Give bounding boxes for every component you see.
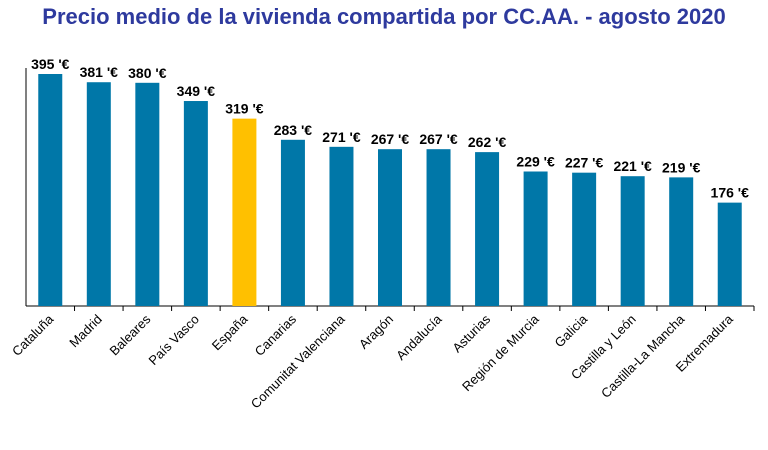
bar — [38, 74, 63, 306]
category-label: País Vasco — [146, 312, 202, 368]
bar — [572, 172, 597, 306]
data-label: 395 '€ — [31, 56, 70, 72]
category-label: España — [209, 311, 251, 353]
bar — [717, 202, 742, 306]
data-label: 262 '€ — [468, 134, 507, 150]
data-label: 227 '€ — [565, 155, 604, 171]
category-label: Castilla-La Mancha — [598, 311, 688, 401]
data-label: 267 '€ — [419, 131, 458, 147]
data-label: 229 '€ — [516, 153, 555, 169]
category-label: Cataluña — [9, 311, 57, 359]
data-label: 271 '€ — [322, 129, 361, 145]
bar — [183, 101, 208, 306]
data-label: 221 '€ — [613, 158, 652, 174]
bar — [523, 171, 548, 306]
data-label: 381 '€ — [80, 64, 119, 80]
category-label: Comunitat Valenciana — [248, 311, 348, 411]
category-label: Asturias — [449, 311, 493, 355]
data-label: 176 '€ — [711, 185, 750, 201]
bar — [86, 82, 111, 307]
category-label: Aragón — [356, 312, 396, 352]
category-label: Madrid — [66, 312, 105, 351]
data-label: 267 '€ — [371, 131, 410, 147]
bar — [378, 149, 402, 306]
data-label: 319 '€ — [225, 101, 264, 117]
category-label: Canarias — [252, 311, 300, 359]
bar — [232, 118, 257, 307]
bar — [620, 176, 645, 306]
category-label: Baleares — [107, 311, 154, 358]
chart-title: Precio medio de la vivienda compartida p… — [42, 4, 726, 29]
category-label: Andalucía — [393, 311, 445, 363]
bar — [475, 152, 500, 306]
bar — [135, 82, 160, 307]
bar — [280, 139, 305, 306]
data-label: 283 '€ — [274, 122, 313, 138]
bar — [329, 146, 354, 306]
data-label: 380 '€ — [128, 65, 167, 81]
bar — [426, 149, 451, 306]
category-label: Galicia — [552, 311, 591, 350]
data-label: 219 '€ — [662, 159, 701, 175]
bar — [669, 177, 694, 306]
data-label: 349 '€ — [177, 83, 216, 99]
